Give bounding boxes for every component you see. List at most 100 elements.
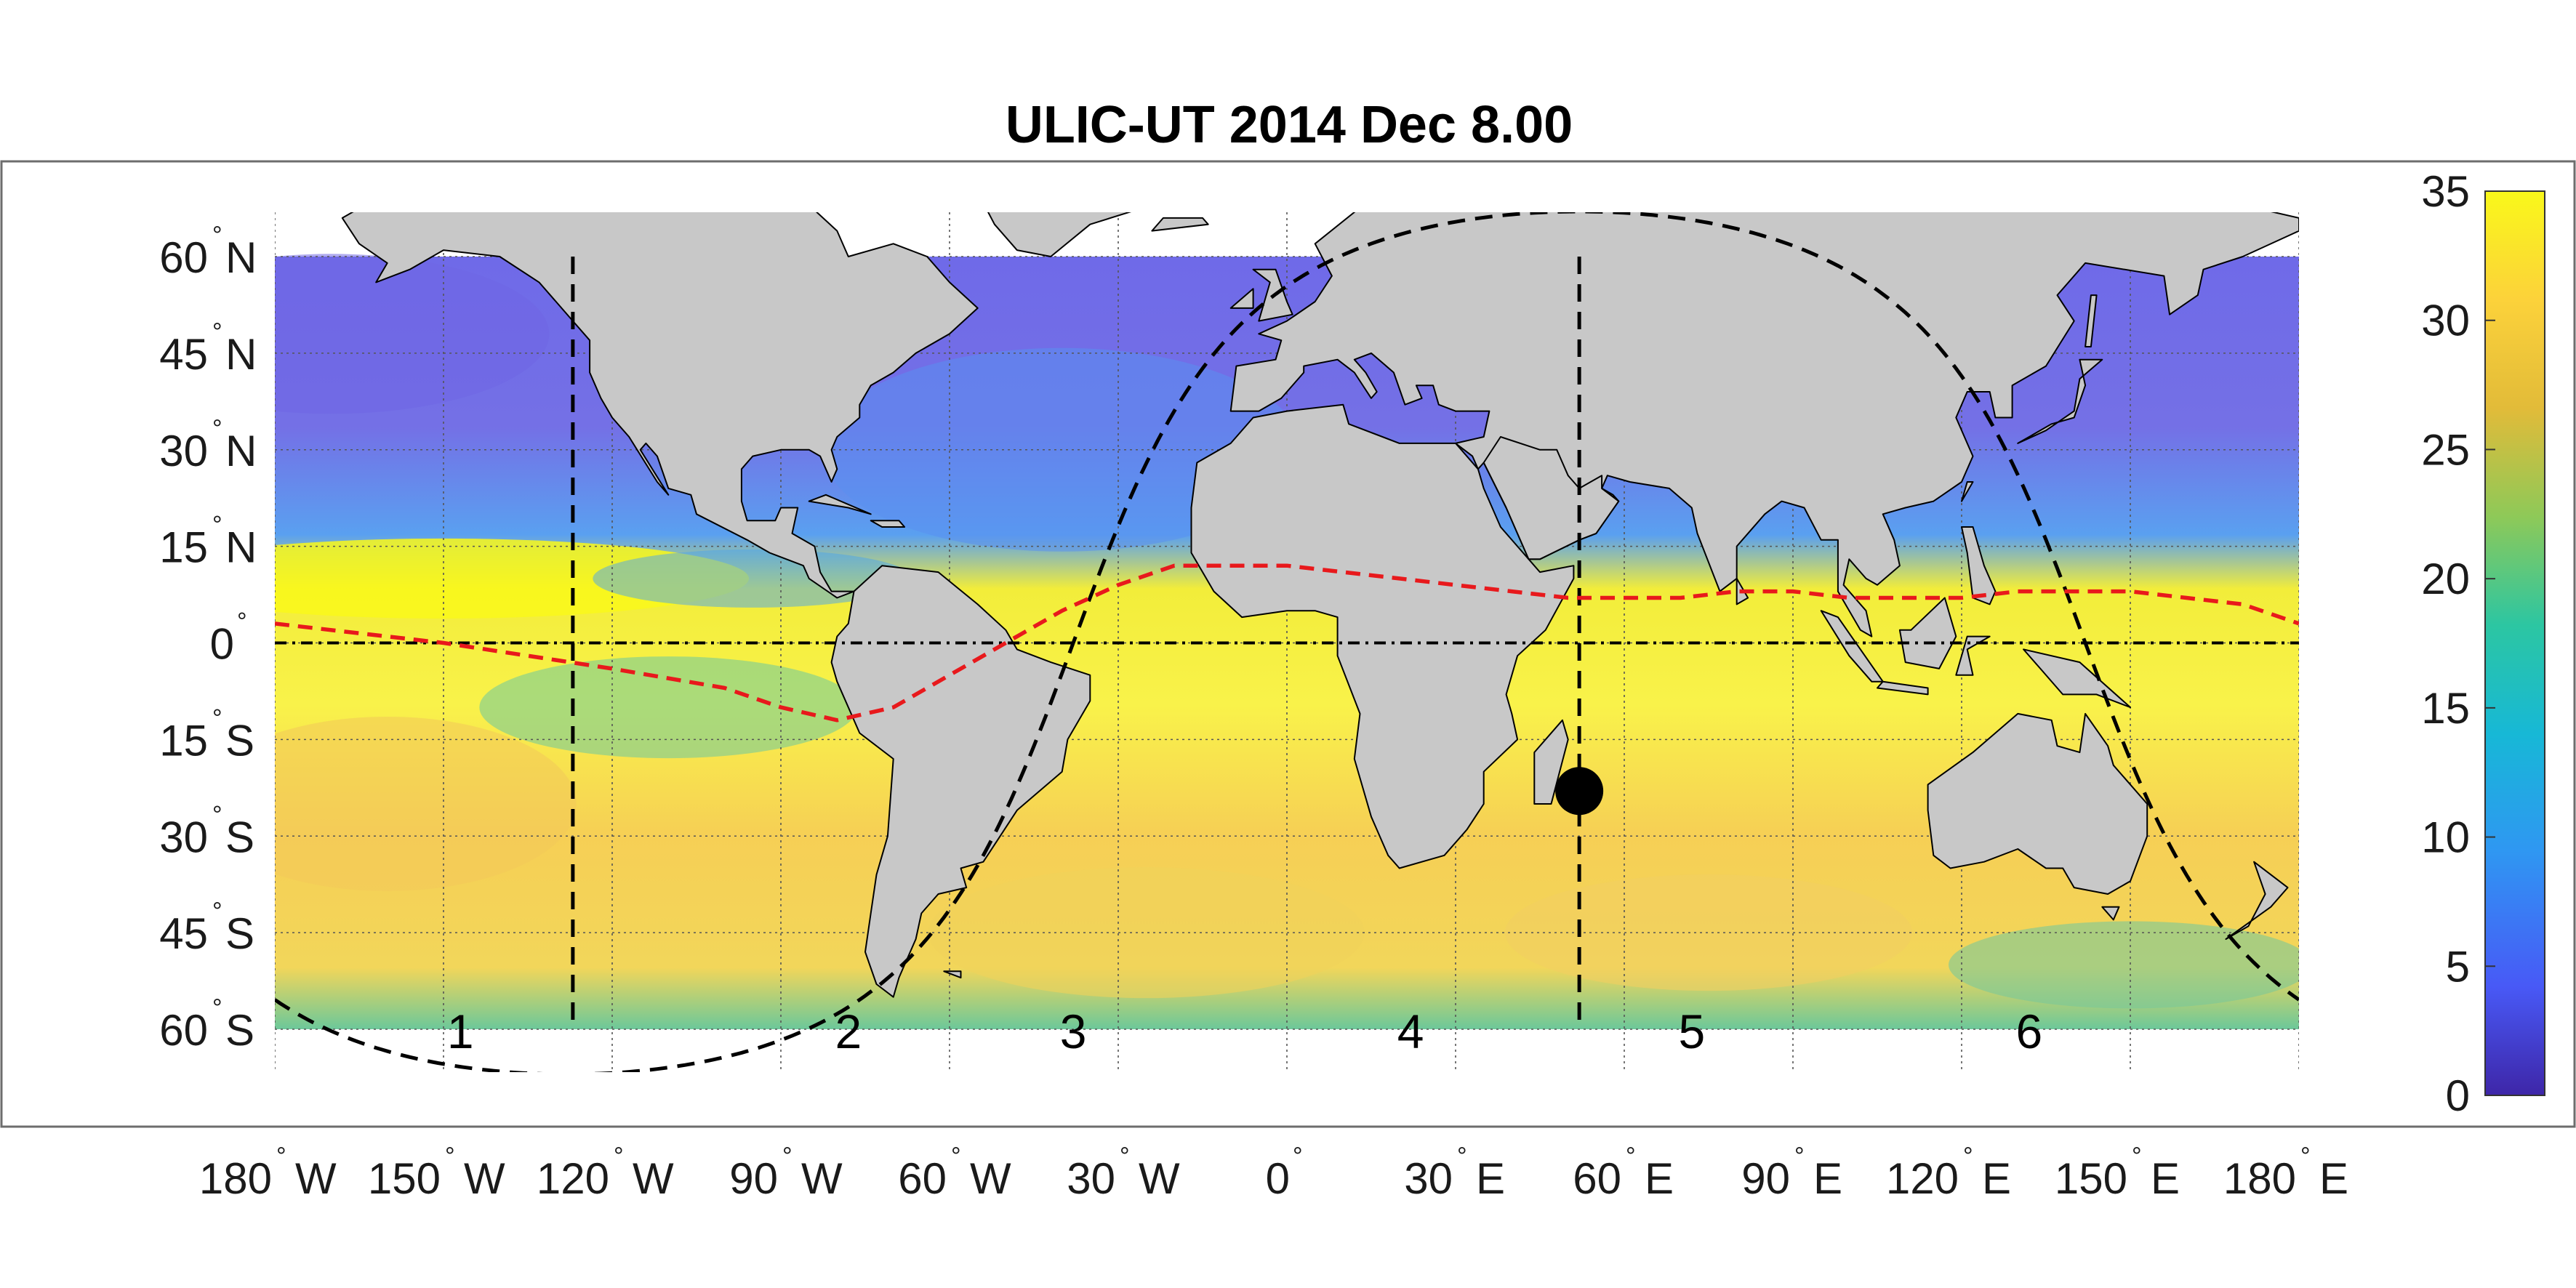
lat-tick-label: 45	[159, 330, 208, 379]
lon-tick-label: 0	[1266, 1154, 1290, 1203]
lat-tick-label: 0	[210, 620, 234, 669]
ocean-patch	[275, 716, 577, 891]
lat-tick-hemisphere: S	[225, 813, 254, 861]
lon-tick-label: 60	[1573, 1154, 1621, 1203]
lon-tick-label: 180	[199, 1154, 272, 1203]
landmass-hispaniola	[870, 520, 906, 528]
lon-tick-hemisphere: E	[2151, 1154, 2180, 1203]
landmass-arabia	[1482, 436, 1620, 560]
degree-symbol: °	[614, 1143, 624, 1170]
landmass-novaya-zemlya	[1579, 160, 1624, 186]
lon-tick-hemisphere: E	[1982, 1154, 2011, 1203]
degree-symbol: °	[1457, 1143, 1467, 1170]
ocean-patch	[479, 656, 858, 759]
degree-symbol: °	[2300, 1143, 2311, 1170]
overlay-layer	[275, 212, 2299, 1072]
degree-symbol: °	[276, 1143, 286, 1170]
lat-tick-label: 45	[159, 909, 208, 958]
colorbar-tick-label: 5	[2446, 942, 2470, 991]
lat-tick-hemisphere: N	[225, 427, 257, 475]
colorbar-tick-label: 35	[2421, 167, 2470, 216]
chart-title: ULIC-UT 2014 Dec 8.00	[1006, 96, 1573, 154]
degree-symbol: °	[1794, 1143, 1805, 1170]
degree-symbol: °	[237, 608, 247, 636]
landmass-sakhalin	[2085, 294, 2098, 347]
colorbar-tick-label: 0	[2446, 1071, 2470, 1120]
lat-tick-hemisphere: S	[225, 1006, 254, 1055]
zone-label: 2	[835, 1005, 862, 1058]
landmass-new-zealand	[2225, 861, 2289, 940]
landmass-eurasia	[1229, 212, 2299, 637]
lat-tick-hemisphere: S	[225, 909, 254, 958]
zone-label: 6	[2015, 1005, 2042, 1058]
colorbar-tick-label: 25	[2421, 425, 2470, 474]
degree-symbol: °	[2132, 1143, 2142, 1170]
zone-label-layer: 1 2 3 4 5 6	[447, 1005, 2042, 1058]
landmass-philippines	[1961, 526, 1997, 605]
lon-tick-hemisphere: E	[1476, 1154, 1505, 1203]
landmass-africa	[1190, 403, 1575, 869]
subsolar-point-marker	[1555, 767, 1604, 816]
colorbar-tick-label: 10	[2421, 813, 2470, 862]
degree-symbol: °	[212, 801, 222, 829]
lon-tick-label: 180	[2223, 1154, 2296, 1203]
landmass-falklands	[943, 970, 962, 979]
lon-tick-hemisphere: W	[801, 1154, 843, 1203]
lon-tick-label: 30	[1067, 1154, 1115, 1203]
ocean-patch	[275, 254, 550, 414]
colorbar-tick-label: 30	[2421, 297, 2470, 345]
degree-symbol: °	[951, 1143, 961, 1170]
terminator-line	[591, 212, 2299, 1072]
zone-label: 4	[1397, 1005, 1424, 1058]
lat-tick-label: 30	[159, 427, 208, 475]
landmass-sumatra	[1820, 610, 1884, 683]
landmass-greenland	[987, 212, 1132, 257]
degree-symbol: °	[212, 415, 222, 443]
lat-tick-label: 60	[159, 233, 208, 282]
ocean-patch	[1949, 921, 2299, 1009]
degree-symbol: °	[1963, 1143, 1973, 1170]
colorbar-tick-label: 20	[2421, 555, 2470, 603]
figure-frame	[0, 160, 2576, 1128]
landmass-south-america	[830, 565, 1091, 998]
colorbar: 0 5 10 15 20 25 30 35	[2421, 167, 2545, 1120]
ocean-patch	[928, 867, 1365, 999]
landmass-iceland	[1151, 217, 1209, 232]
lon-tick-hemisphere: W	[633, 1154, 674, 1203]
lat-tick-hemisphere: N	[225, 330, 257, 379]
degree-symbol: °	[445, 1143, 455, 1170]
terminator-line	[275, 998, 543, 1072]
lon-tick-label: 120	[1886, 1154, 1959, 1203]
landmass-madagascar	[1533, 719, 1569, 805]
lon-tick-hemisphere: W	[1139, 1154, 1180, 1203]
degree-symbol: °	[212, 704, 222, 732]
degree-symbol: °	[1626, 1143, 1636, 1170]
lat-tick-label: 30	[159, 813, 208, 861]
zone-label: 5	[1678, 1005, 1705, 1058]
lon-tick-hemisphere: W	[464, 1154, 505, 1203]
degree-symbol: °	[1120, 1143, 1130, 1170]
latitude-axis: 60 ° N45 ° N30 ° N15 ° N0 °15 ° S30 ° S45 ° S60 ° S	[159, 222, 257, 1055]
lat-tick-hemisphere: N	[225, 233, 257, 282]
lon-tick-label: 150	[368, 1154, 441, 1203]
lon-tick-label: 30	[1404, 1154, 1453, 1203]
ocean-patch	[275, 538, 749, 619]
lon-tick-hemisphere: W	[295, 1154, 337, 1203]
landmass-japan	[2017, 358, 2103, 444]
lon-tick-label: 60	[898, 1154, 947, 1203]
landmass-cuba	[808, 494, 872, 515]
degree-symbol: °	[212, 222, 222, 249]
degree-symbol: °	[212, 318, 222, 346]
lon-tick-hemisphere: E	[1645, 1154, 1674, 1203]
colorbar-tick-label: 15	[2421, 684, 2470, 733]
landmass-north-america	[341, 212, 979, 599]
landmass-java	[1877, 680, 1929, 696]
degree-symbol: °	[212, 898, 222, 925]
longitude-axis: 180 ° W 150 ° W 120 ° W 90 ° W 60 ° W 30 ° W 0 ° 30 ° E 60 ° E 90 °…	[199, 1143, 2348, 1203]
magnetic-equator-line	[275, 563, 2299, 723]
ocean-patch	[1505, 874, 1912, 991]
landmass-tasmania	[2101, 906, 2120, 921]
degree-symbol: °	[1293, 1143, 1303, 1170]
degree-symbol: °	[212, 512, 222, 539]
